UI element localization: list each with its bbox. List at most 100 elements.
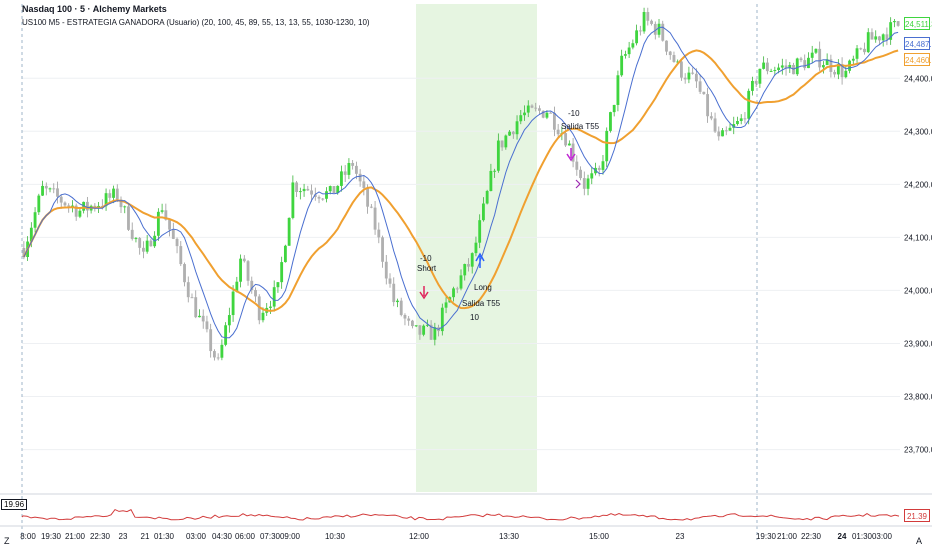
candle-body bbox=[493, 170, 497, 172]
candle-body bbox=[754, 80, 758, 84]
candle-body bbox=[156, 211, 160, 236]
candle-body bbox=[340, 171, 343, 186]
x-tick-label: 8:00 bbox=[20, 532, 36, 541]
candle-body bbox=[676, 61, 680, 63]
candle-body bbox=[500, 140, 504, 148]
candle-body bbox=[351, 163, 355, 166]
candle-body bbox=[41, 185, 44, 196]
candle-body bbox=[642, 12, 646, 32]
candle-body bbox=[242, 258, 246, 262]
candle-body bbox=[795, 58, 799, 75]
candle-body bbox=[672, 55, 676, 62]
candle-body bbox=[616, 75, 620, 105]
exit-short-label: Salida T55 bbox=[462, 299, 501, 308]
x-tick-label: 01:30 bbox=[154, 532, 175, 541]
candle-body bbox=[620, 55, 624, 76]
x-tick-label: 22:30 bbox=[90, 532, 111, 541]
candle-body bbox=[463, 264, 467, 276]
candle-body bbox=[889, 22, 893, 40]
x-tick-label: 03:00 bbox=[186, 532, 207, 541]
candle-body bbox=[526, 105, 530, 113]
candle-body bbox=[377, 229, 381, 238]
timezone-button[interactable]: Z bbox=[4, 536, 10, 546]
candle-body bbox=[37, 195, 41, 213]
candle-body bbox=[859, 48, 863, 50]
candle-body bbox=[52, 188, 56, 190]
candle-body bbox=[586, 178, 590, 189]
exit-long-label: Salida T55 bbox=[561, 122, 600, 131]
candle-body bbox=[425, 324, 429, 326]
candle-body bbox=[369, 206, 373, 208]
long-label: Long bbox=[474, 283, 492, 292]
candle-body bbox=[71, 205, 74, 207]
candle-body bbox=[261, 312, 265, 321]
candle-body bbox=[683, 77, 687, 80]
candle-body bbox=[769, 70, 773, 72]
candle-body bbox=[743, 118, 747, 120]
candle-body bbox=[455, 288, 459, 290]
candle-body bbox=[381, 237, 384, 262]
candle-body bbox=[687, 72, 691, 80]
candle-body bbox=[452, 288, 455, 298]
candle-body bbox=[874, 36, 878, 40]
candle-body bbox=[142, 247, 145, 252]
candle-body bbox=[216, 357, 220, 359]
candle-body bbox=[541, 110, 545, 118]
candle-body bbox=[814, 48, 818, 53]
long-arrow bbox=[475, 252, 485, 268]
candle-body bbox=[212, 351, 216, 358]
candle-body bbox=[638, 30, 642, 32]
candle-body bbox=[878, 36, 881, 41]
candle-body bbox=[205, 321, 209, 330]
candle-body bbox=[112, 188, 115, 198]
candle-body bbox=[511, 131, 515, 135]
candle-body bbox=[302, 188, 306, 192]
x-tick-label: 06:00 bbox=[235, 532, 256, 541]
candle-body bbox=[332, 186, 336, 193]
auto-scale-button[interactable]: A bbox=[916, 536, 923, 546]
candle-body bbox=[706, 94, 710, 117]
candle-body bbox=[496, 140, 500, 171]
candle-body bbox=[844, 70, 848, 78]
x-tick-label: 21:00 bbox=[777, 532, 798, 541]
candle-body bbox=[321, 198, 325, 200]
candle-body bbox=[239, 258, 242, 282]
y-tick-label: 24,100.00 bbox=[904, 233, 932, 242]
candle-body bbox=[582, 178, 586, 189]
candle-body bbox=[74, 205, 78, 217]
subpane-value-left: 19.96 bbox=[1, 499, 28, 510]
x-tick-label: 19:30 bbox=[41, 532, 62, 541]
candle-body bbox=[601, 161, 605, 170]
candle-body bbox=[209, 329, 213, 352]
candle-body bbox=[388, 278, 392, 284]
candle-body bbox=[194, 297, 198, 318]
candle-body bbox=[799, 58, 803, 61]
candle-body bbox=[317, 196, 321, 199]
candle-body bbox=[358, 173, 362, 182]
candle-body bbox=[149, 240, 153, 247]
x-tick-label: 22:30 bbox=[801, 532, 822, 541]
candle-body bbox=[836, 64, 840, 75]
candle-body bbox=[287, 217, 291, 246]
candle-body bbox=[657, 23, 661, 35]
candle-body bbox=[523, 112, 526, 116]
y-tick-label: 23,900.00 bbox=[904, 339, 932, 348]
candle-body bbox=[82, 201, 86, 211]
x-tick-label: 13:30 bbox=[499, 532, 520, 541]
indicator-legend[interactable]: US100 M5 - ESTRATEGIA GANADORA (Usuario)… bbox=[22, 18, 370, 27]
candle-body bbox=[870, 32, 874, 40]
candle-body bbox=[362, 181, 366, 189]
candle-body bbox=[231, 291, 235, 316]
x-tick-label: 21:00 bbox=[65, 532, 86, 541]
candle-body bbox=[433, 327, 437, 340]
candle-body bbox=[56, 188, 59, 197]
candle-body bbox=[717, 131, 721, 137]
candle-body bbox=[780, 65, 784, 68]
candle-body bbox=[119, 199, 123, 208]
candle-body bbox=[661, 23, 665, 41]
x-tick-label: 10:30 bbox=[325, 532, 346, 541]
chart-title: Nasdaq 100 · 5 · Alchemy Markets bbox=[22, 4, 167, 14]
candle-body bbox=[459, 275, 463, 289]
candle-body bbox=[724, 130, 728, 132]
